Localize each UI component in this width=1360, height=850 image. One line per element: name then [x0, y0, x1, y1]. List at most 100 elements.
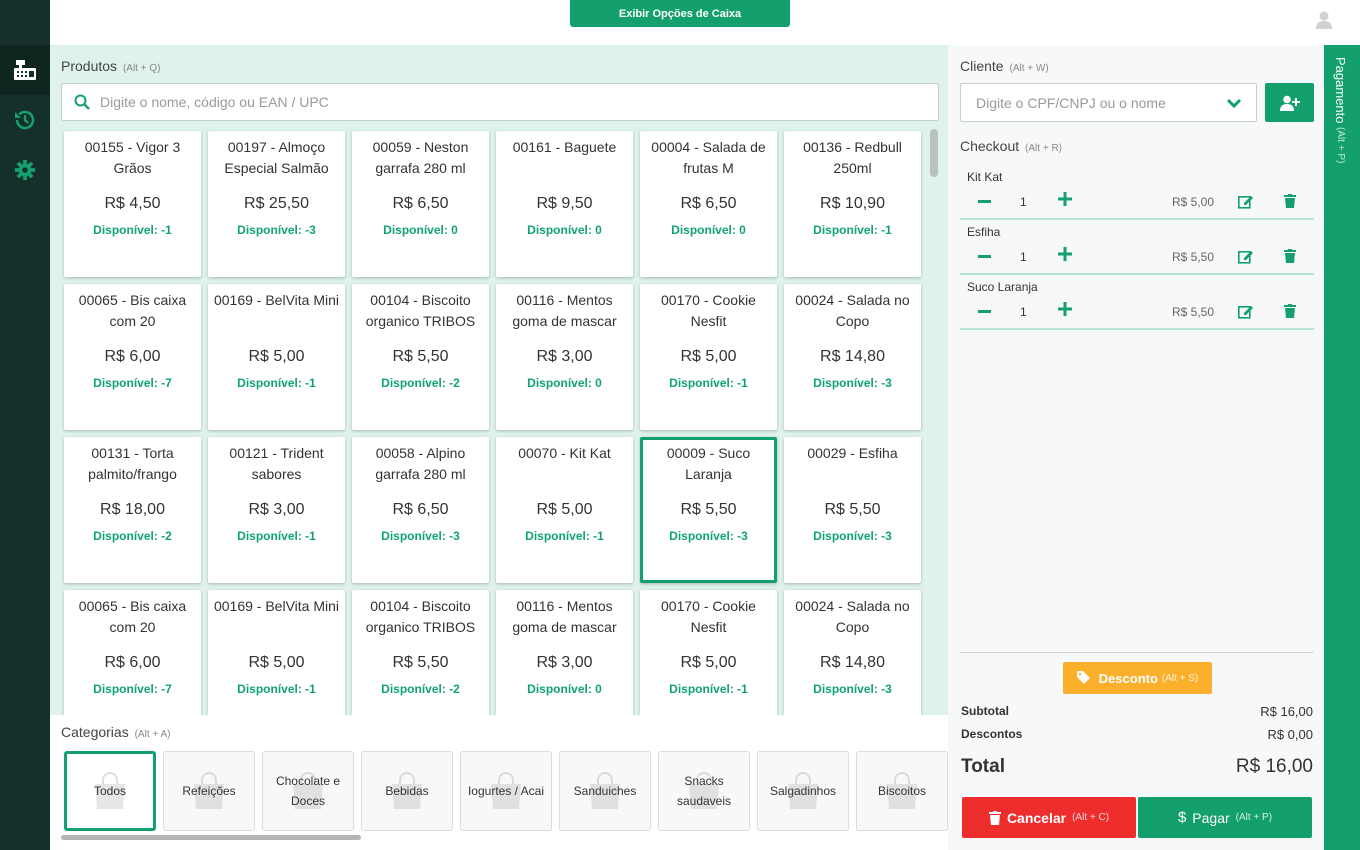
product-price: R$ 4,50 — [104, 195, 161, 212]
shopping-bag-icon — [689, 772, 719, 809]
product-card[interactable]: 00104 - Biscoito organico TRIBOS R$ 5,50 D… — [352, 284, 489, 430]
product-name: 00024 - Salada no Copo — [795, 292, 910, 329]
trash-icon[interactable] — [1284, 194, 1296, 208]
category-item[interactable]: Iogurtes / Acai — [460, 751, 552, 831]
product-stock: Disponível: -1 — [525, 529, 604, 543]
product-card[interactable]: 00170 - Cookie Nesfit R$ 5,00 Disponível: … — [640, 284, 777, 430]
product-grid: 00155 - Vigor 3 Grãos R$ 4,50 Disponível: … — [64, 131, 930, 715]
category-label: Salgadinhos — [769, 784, 837, 798]
product-card[interactable]: 00155 - Vigor 3 Grãos R$ 4,50 Disponível: … — [64, 131, 201, 277]
products-title-text: Produtos — [61, 58, 118, 74]
client-title-text: Cliente — [960, 58, 1004, 74]
product-name: 00065 - Bis caixa com 20 — [78, 598, 187, 635]
sidebar-item-cashier[interactable] — [0, 45, 50, 95]
product-price: R$ 5,00 — [680, 654, 737, 671]
product-stock: Disponível: -1 — [237, 682, 316, 696]
product-name: 00065 - Bis caixa com 20 — [78, 292, 187, 329]
category-item[interactable]: Sanduiches — [559, 751, 651, 831]
category-item[interactable]: Snacks saudaveis — [658, 751, 750, 831]
sidebar-item-settings[interactable] — [0, 145, 50, 195]
product-card[interactable]: 00169 - BelVita Mini R$ 5,00 Disponível: -… — [208, 284, 345, 430]
product-price: R$ 3,00 — [536, 654, 593, 671]
category-item[interactable]: Biscoitos — [856, 751, 948, 831]
minus-icon[interactable] — [978, 250, 991, 262]
category-item[interactable]: Refeições — [163, 751, 255, 831]
product-card[interactable]: 00131 - Torta palmito/frango R$ 18,00 Disp… — [64, 437, 201, 583]
product-card[interactable]: 00121 - Trident sabores R$ 3,00 Disponível… — [208, 437, 345, 583]
edit-icon[interactable] — [1238, 194, 1254, 209]
trash-icon[interactable] — [1284, 249, 1296, 263]
payment-tab-text: Pagamento — [1333, 57, 1348, 124]
checkout-item-name: Suco Laranja — [967, 280, 1038, 294]
client-select[interactable]: Digite o CPF/CNPJ ou o nome — [960, 83, 1257, 122]
category-item[interactable]: Chocolate e Doces — [262, 751, 354, 831]
shopping-bag-icon — [392, 772, 422, 809]
product-stock: Disponível: -2 — [381, 682, 460, 696]
product-card[interactable]: 00161 - Baguete R$ 9,50 Disponível: 0 — [496, 131, 633, 277]
product-card[interactable]: 00065 - Bis caixa com 20 R$ 6,00 Disponíve… — [64, 590, 201, 715]
products-panel: Produtos (Alt + Q) 00155 - Vigor 3 Grãos… — [50, 45, 948, 715]
product-card[interactable]: 00065 - Bis caixa com 20 R$ 6,00 Disponíve… — [64, 284, 201, 430]
category-item[interactable]: Bebidas — [361, 751, 453, 831]
product-price: R$ 5,50 — [392, 348, 449, 365]
product-name: 00029 - Esfiha — [807, 445, 898, 461]
product-card[interactable]: 00104 - Biscoito organico TRIBOS R$ 5,50 D… — [352, 590, 489, 715]
product-card[interactable]: 00136 - Redbull 250ml R$ 10,90 Disponível:… — [784, 131, 921, 277]
product-card[interactable]: 00004 - Salada de frutas M R$ 6,50 Disponí… — [640, 131, 777, 277]
category-item[interactable]: Todos — [64, 751, 156, 831]
product-card[interactable]: 00059 - Neston garrafa 280 ml R$ 6,50 Disp… — [352, 131, 489, 277]
plus-icon[interactable] — [1058, 302, 1072, 316]
plus-icon[interactable] — [1058, 247, 1072, 261]
category-item[interactable]: Salgadinhos — [757, 751, 849, 831]
show-cashier-options-button[interactable]: Exibir Opções de Caixa — [570, 0, 790, 27]
product-price: R$ 9,50 — [536, 195, 593, 212]
trash-icon[interactable] — [1284, 304, 1296, 318]
product-name: 00131 - Torta palmito/frango — [88, 445, 177, 482]
payment-tab[interactable]: Pagamento (Alt + P) — [1324, 45, 1360, 850]
edit-icon[interactable] — [1238, 304, 1254, 319]
product-card[interactable]: 00058 - Alpino garrafa 280 ml R$ 6,50 Disp… — [352, 437, 489, 583]
minus-icon[interactable] — [978, 305, 991, 317]
checkout-item-name: Esfiha — [967, 225, 1001, 239]
product-card[interactable]: 00009 - Suco Laranja R$ 5,50 Disponível: -… — [640, 437, 777, 583]
product-card[interactable]: 00170 - Cookie Nesfit R$ 5,00 Disponível: … — [640, 590, 777, 715]
categories-title: Categorias (Alt + A) — [61, 724, 170, 740]
discounts-row: Descontos R$ 0,00 — [961, 727, 1313, 742]
product-price: R$ 6,50 — [392, 195, 449, 212]
product-search[interactable] — [61, 83, 939, 121]
product-stock: Disponível: -2 — [93, 529, 172, 543]
product-card[interactable]: 00024 - Salada no Copo R$ 14,80 Disponível… — [784, 284, 921, 430]
product-name: 00059 - Neston garrafa 280 ml — [372, 139, 469, 176]
product-stock: Disponível: -3 — [669, 529, 748, 543]
categories-scrollbar[interactable] — [61, 835, 361, 840]
minus-icon[interactable] — [978, 195, 991, 207]
plus-icon[interactable] — [1058, 192, 1072, 206]
product-name: 00169 - BelVita Mini — [213, 292, 340, 308]
products-scrollbar[interactable] — [930, 129, 938, 177]
user-icon[interactable] — [1316, 11, 1332, 34]
product-stock: Disponível: 0 — [671, 223, 746, 237]
product-card[interactable]: 00197 - Almoço Especial Salmão R$ 25,50 Di… — [208, 131, 345, 277]
product-price: R$ 14,80 — [820, 348, 885, 365]
add-client-button[interactable] — [1265, 83, 1314, 122]
product-card[interactable]: 00116 - Mentos goma de mascar R$ 3,00 Disp… — [496, 284, 633, 430]
sidebar-item-history[interactable] — [0, 95, 50, 145]
cancel-label: Cancelar — [1006, 809, 1067, 826]
cancel-button[interactable]: Cancelar (Alt + C) — [962, 797, 1136, 838]
product-name: 00197 - Almoço Especial Salmão — [224, 139, 329, 176]
cancel-shortcut: (Alt + C) — [1072, 812, 1110, 823]
edit-icon[interactable] — [1238, 249, 1254, 264]
pay-button[interactable]: $ Pagar (Alt + P) — [1138, 797, 1312, 838]
product-card[interactable]: 00116 - Mentos goma de mascar R$ 3,00 Disp… — [496, 590, 633, 715]
product-card[interactable]: 00070 - Kit Kat R$ 5,00 Disponível: -1 — [496, 437, 633, 583]
product-card[interactable]: 00024 - Salada no Copo R$ 14,80 Disponível… — [784, 590, 921, 715]
category-label: Todos — [93, 784, 127, 798]
product-search-input[interactable] — [100, 94, 900, 110]
product-card[interactable]: 00029 - Esfiha R$ 5,50 Disponível: -3 — [784, 437, 921, 583]
product-card[interactable]: 00169 - BelVita Mini R$ 5,00 Disponível: -… — [208, 590, 345, 715]
product-name: 00121 - Trident sabores — [229, 445, 324, 482]
discount-button[interactable]: Desconto (Alt + S) — [1063, 662, 1212, 694]
checkout-item-price: R$ 5,50 — [1172, 250, 1215, 264]
product-stock: Disponível: -1 — [237, 376, 316, 390]
gear-icon — [14, 159, 36, 181]
